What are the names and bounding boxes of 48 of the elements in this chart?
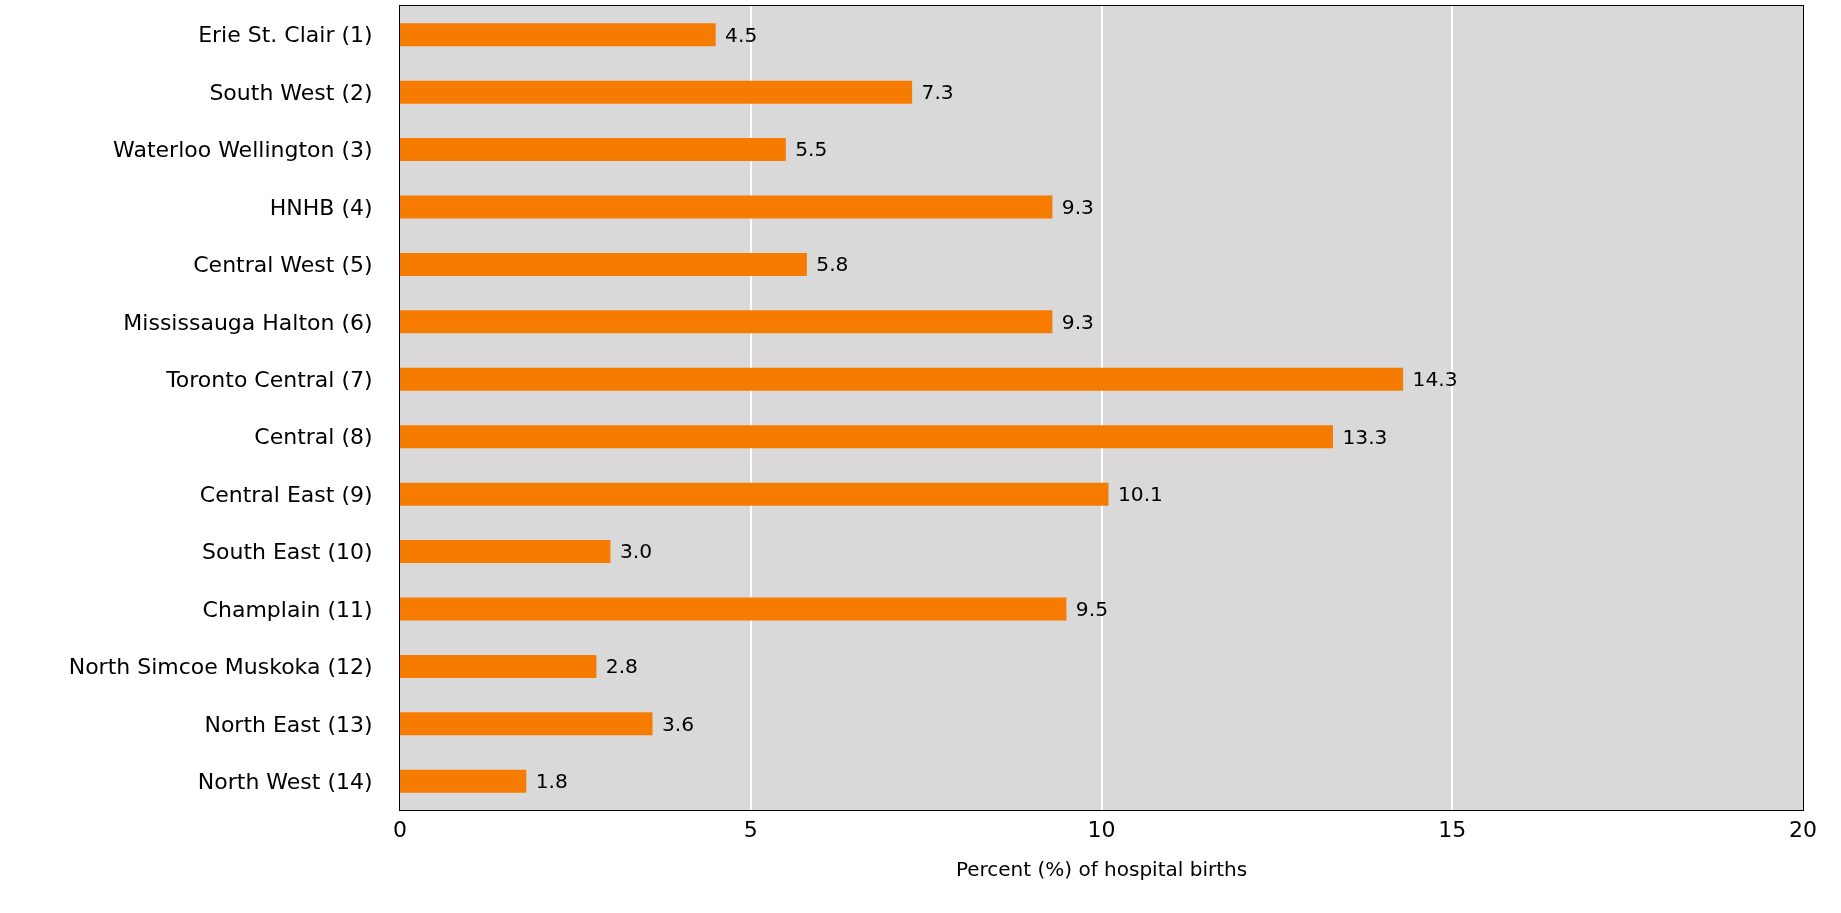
bar (400, 195, 1053, 219)
y-tick-label: Central West (5) (193, 252, 373, 278)
data-label: 9.5 (1069, 596, 1109, 621)
data-label: 4.5 (718, 22, 758, 47)
data-label: 5.5 (788, 137, 828, 162)
data-label: 3.6 (655, 711, 695, 736)
data-label: 10.1 (1111, 482, 1163, 507)
bar (400, 80, 913, 104)
y-tick-label: Toronto Central (7) (165, 366, 373, 392)
data-label: 9.3 (1055, 309, 1094, 334)
data-label: 13.3 (1336, 424, 1388, 449)
data-label: 5.8 (809, 252, 849, 277)
bar (400, 425, 1333, 449)
y-tick-label: HNHB (4) (269, 194, 373, 220)
bar (400, 482, 1109, 506)
bar (400, 367, 1404, 391)
bar (400, 654, 597, 678)
x-tick-label: 5 (743, 817, 758, 843)
data-label: 7.3 (915, 80, 954, 105)
y-tick-label: Erie St. Clair (1) (198, 22, 373, 48)
y-tick-label: Champlain (11) (202, 596, 373, 622)
y-tick-label: Central (8) (254, 424, 373, 450)
bar (400, 138, 786, 162)
y-tick-label: South West (2) (209, 79, 373, 105)
y-tick-label: North West (14) (197, 768, 373, 794)
bar (400, 769, 527, 793)
bar (400, 23, 716, 47)
bar (400, 597, 1067, 621)
x-tick-label: 0 (393, 817, 407, 843)
x-tick-label: 15 (1438, 817, 1467, 843)
y-tick-label: Central East (9) (199, 481, 373, 507)
data-label: 1.8 (529, 769, 568, 794)
bar (400, 252, 807, 276)
y-tick-label: North East (13) (204, 711, 373, 737)
data-label: 3.0 (613, 539, 653, 564)
y-tick-label: Mississauga Halton (6) (123, 309, 373, 335)
bar (400, 712, 653, 736)
x-axis-title: Percent (%) of hospital births (955, 856, 1248, 881)
y-tick-label: South East (10) (202, 539, 373, 565)
bar (400, 540, 611, 564)
data-label: 14.3 (1406, 367, 1458, 392)
y-tick-label: Waterloo Wellington (3) (113, 137, 373, 163)
data-label: 2.8 (599, 654, 638, 679)
x-tick-label: 10 (1087, 817, 1116, 843)
data-label: 9.3 (1055, 194, 1094, 219)
bar (400, 310, 1053, 334)
x-tick-label: 20 (1789, 817, 1817, 843)
y-tick-label: North Simcoe Muskoka (12) (68, 654, 373, 680)
